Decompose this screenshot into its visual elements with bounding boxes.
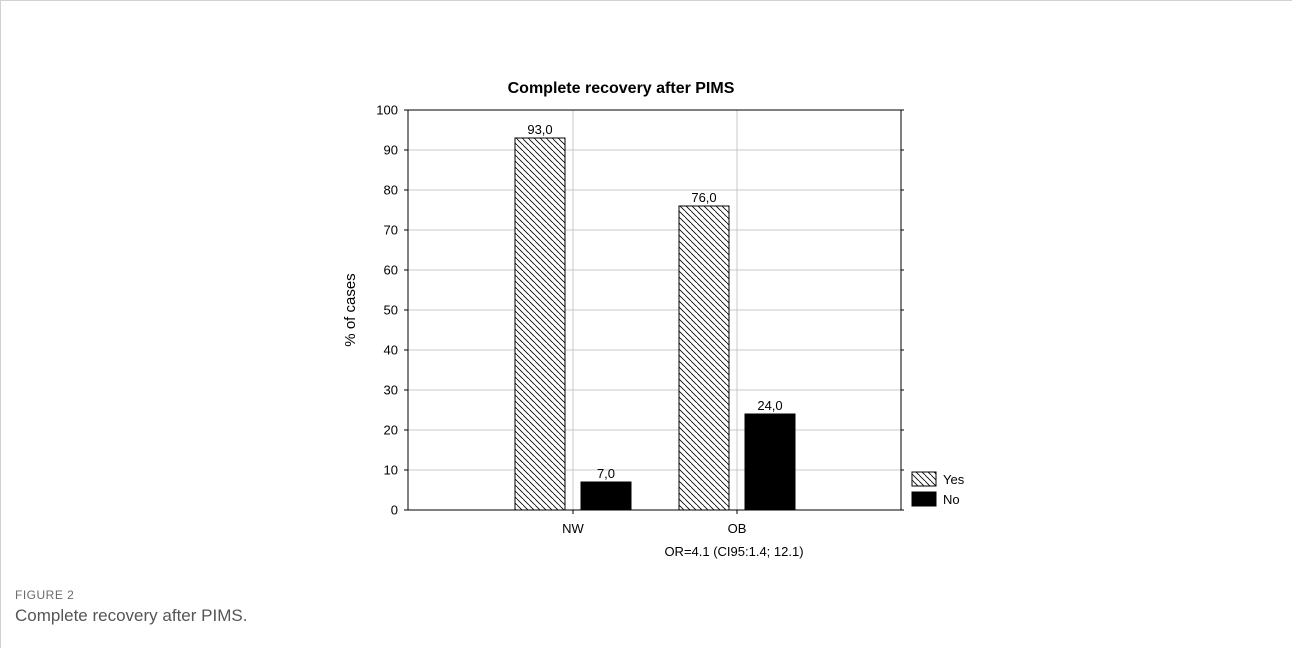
bar-chart: Complete recovery after PIMS 93,0 76,0 7,0… — [342, 80, 965, 559]
y-tick-label: 60 — [384, 263, 398, 278]
figure-caption: Complete recovery after PIMS. — [15, 606, 248, 625]
bar-yes-ob — [678, 205, 730, 511]
x-tick-label: NW — [562, 521, 584, 536]
x-tick-label: OB — [728, 521, 747, 536]
x-axis: NW OB — [562, 510, 746, 536]
data-label: 7,0 — [597, 466, 615, 481]
bars-layer: 93,0 76,0 7,0 24,0 — [514, 122, 796, 511]
legend: Yes No — [911, 471, 965, 507]
bar-no-ob — [744, 413, 796, 511]
figure-label: FIGURE 2 — [15, 588, 75, 602]
data-label: 24,0 — [757, 398, 782, 413]
y-tick-label: 20 — [384, 423, 398, 438]
y-tick-label: 0 — [391, 503, 398, 518]
y-axis: 0 10 20 30 40 50 60 70 80 90 100 — [376, 103, 904, 518]
legend-label-yes: Yes — [943, 472, 965, 487]
y-tick-label: 80 — [384, 183, 398, 198]
y-tick-label: 30 — [384, 383, 398, 398]
bar-no-nw — [580, 481, 632, 511]
legend-swatch-no — [911, 491, 937, 507]
y-tick-label: 90 — [384, 143, 398, 158]
grid-layer — [408, 110, 901, 510]
or-annotation: OR=4.1 (CI95:1.4; 12.1) — [664, 544, 803, 559]
data-label: 93,0 — [527, 122, 552, 137]
y-tick-label: 40 — [384, 343, 398, 358]
y-tick-label: 10 — [384, 463, 398, 478]
legend-label-no: No — [943, 492, 960, 507]
bar-yes-nw — [514, 137, 566, 511]
data-label: 76,0 — [691, 190, 716, 205]
y-tick-label: 100 — [376, 103, 398, 118]
legend-swatch-yes — [911, 471, 937, 487]
y-tick-label: 70 — [384, 223, 398, 238]
chart-title: Complete recovery after PIMS — [508, 80, 735, 97]
y-axis-label: % of cases — [342, 273, 359, 346]
y-tick-label: 50 — [384, 303, 398, 318]
